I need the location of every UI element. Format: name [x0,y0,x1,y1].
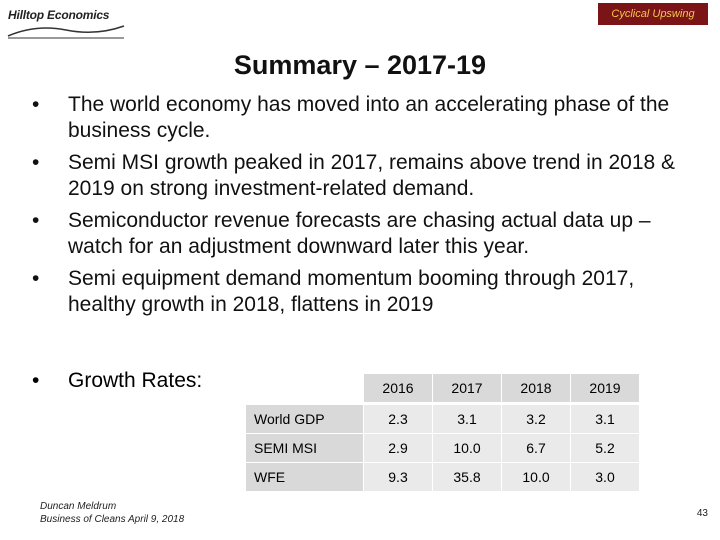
row-label: World GDP [245,403,364,434]
row-label: WFE [245,462,364,492]
bullet-item: • Semi equipment demand momentum booming … [32,267,635,316]
bullet-icon: • [32,93,40,116]
bullet-icon: • [32,151,40,174]
year-header: 2017 [432,373,502,405]
growth-rates-table: 2016 2017 2018 2019 World GDP 2.3 3.1 3.… [245,373,640,492]
table-corner-cell [245,373,364,405]
table-cell: 10.0 [501,462,571,492]
table-cell: 3.1 [432,403,502,434]
table-cell: 6.7 [501,433,571,463]
row-label: SEMI MSI [245,433,364,463]
bullet-list: • The world economy has moved into an acc… [24,92,694,324]
table-cell: 10.0 [432,433,502,463]
growth-rates-label: Growth Rates: [68,369,203,392]
logo-swoosh-icon [7,25,125,39]
footer-credit: Duncan Meldrum Business of Cleans April … [40,500,184,526]
company-logo: Hilltop Economics [6,4,126,40]
footer-event: Business of Cleans April 9, 2018 [40,514,185,525]
growth-rates-bullet: • Growth Rates: [24,368,202,394]
year-header: 2018 [501,373,571,405]
page-number: 43 [696,508,708,519]
bullet-icon: • [32,267,40,290]
table-cell: 35.8 [432,462,502,492]
table-cell: 9.3 [363,462,433,492]
year-header: 2016 [363,373,433,405]
table-row: World GDP 2.3 3.1 3.2 3.1 [245,403,640,434]
slide-title: Summary – 2017-19 [233,50,487,80]
table-cell: 5.2 [570,433,640,463]
table-cell: 3.1 [570,403,640,434]
table-cell: 2.9 [363,433,433,463]
logo-text: Hilltop Economics [8,8,110,22]
table-cell: 3.0 [570,462,640,492]
bullet-item: • Semiconductor revenue forecasts are cha… [32,209,651,258]
table-row: WFE 9.3 35.8 10.0 3.0 [245,462,640,492]
section-badge: Cyclical Upswing [598,3,708,25]
table-cell: 2.3 [363,403,433,434]
year-header: 2019 [570,373,640,405]
table-cell: 3.2 [501,403,571,434]
footer-author: Duncan Meldrum [40,501,117,512]
bullet-item: • The world economy has moved into an acc… [32,93,670,142]
table-row: SEMI MSI 2.9 10.0 6.7 5.2 [245,433,640,463]
bullet-icon: • [32,369,40,392]
bullet-icon: • [32,209,40,232]
table-header-row: 2016 2017 2018 2019 [245,373,640,405]
bullet-item: • Semi MSI growth peaked in 2017, remains… [32,151,676,200]
